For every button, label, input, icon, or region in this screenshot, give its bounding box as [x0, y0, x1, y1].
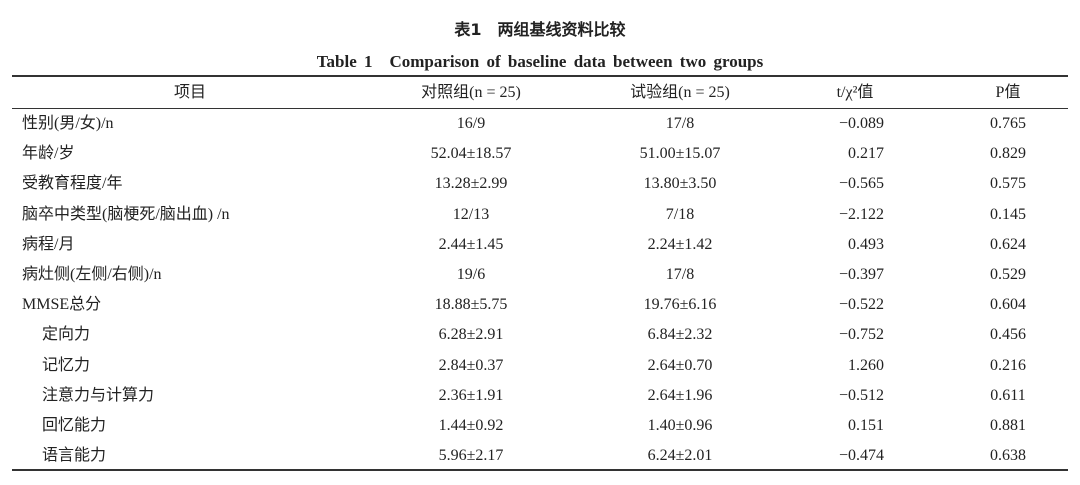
header-cell: P值	[995, 84, 1021, 101]
row-label: MMSE总分	[22, 296, 102, 314]
row-label: 受教育程度/年	[22, 175, 123, 193]
cell: −0.752	[838, 326, 884, 344]
cell: 2.36±1.91	[438, 386, 504, 404]
cell: 19/6	[456, 266, 486, 283]
cell: 6.24±2.01	[647, 447, 713, 465]
header-rule	[12, 108, 1068, 109]
cell: 0.151	[848, 417, 884, 434]
cell: 0.881	[990, 417, 1026, 434]
cell: 12/13	[452, 205, 490, 223]
cell: 2.84±0.37	[438, 356, 504, 374]
cell: 13.28±2.99	[434, 175, 508, 193]
cell: −0.522	[838, 296, 884, 314]
cell: 1.40±0.96	[647, 417, 713, 434]
cell: 2.64±0.70	[647, 356, 713, 374]
row-label: 记忆力	[42, 356, 91, 374]
row-label: 定向力	[42, 326, 91, 344]
cell: 0.638	[990, 447, 1026, 465]
cell: −0.512	[838, 386, 884, 404]
cell: 19.76±6.16	[643, 296, 717, 314]
cell: 18.88±5.75	[434, 296, 508, 314]
header-cell: 对照组(n = 25)	[421, 84, 521, 101]
row-label: 性别(男/女)/n	[22, 115, 114, 132]
top-rule	[12, 75, 1068, 77]
cell: 0.456	[990, 326, 1026, 344]
cell: 17/8	[665, 115, 695, 132]
header-cell: 项目	[173, 84, 206, 101]
row-label: 病程/月	[22, 235, 75, 253]
cell: 17/8	[665, 266, 695, 283]
cell: 0.604	[990, 296, 1026, 314]
cell: −0.474	[838, 447, 884, 465]
cell: 6.84±2.32	[647, 326, 713, 344]
cell: 2.44±1.45	[438, 235, 504, 253]
table-title: 表1 两组基线资料比较	[454, 20, 626, 39]
cell: −2.122	[838, 205, 884, 223]
cell: 6.28±2.91	[438, 326, 504, 344]
cell: 0.493	[848, 235, 884, 253]
cell: −0.089	[838, 115, 884, 132]
cell: 13.80±3.50	[643, 175, 717, 193]
header-cell: t/χ²值	[836, 84, 874, 101]
cell: 5.96±2.17	[438, 447, 504, 465]
row-label: 脑卒中类型(脑梗死/脑出血) /n	[22, 205, 230, 223]
row-label: 回忆能力	[42, 417, 107, 434]
cell: 0.624	[990, 235, 1026, 253]
cell: 0.575	[990, 175, 1026, 193]
cell: 0.765	[990, 115, 1026, 132]
cell: 16/9	[456, 115, 486, 132]
cell: −0.565	[838, 175, 884, 193]
header-cell: 试验组(n = 25)	[630, 84, 730, 101]
cell: 1.260	[848, 356, 884, 374]
cell: 0.611	[990, 386, 1026, 404]
cell: 51.00±15.07	[639, 145, 721, 163]
cell: 0.216	[990, 356, 1026, 374]
cell: 7/18	[665, 205, 695, 223]
cell: 0.529	[990, 266, 1026, 283]
table-subtitle: Table 1 Comparison of baseline data betw…	[316, 52, 764, 71]
row-label: 语言能力	[42, 447, 107, 465]
cell: 52.04±18.57	[430, 145, 512, 163]
cell: 2.24±1.42	[647, 235, 713, 253]
row-label: 注意力与计算力	[42, 386, 155, 404]
cell: 1.44±0.92	[438, 417, 504, 434]
row-label: 年龄/岁	[22, 145, 75, 163]
cell: 0.829	[990, 145, 1026, 163]
bottom-rule	[12, 469, 1068, 471]
row-label: 病灶侧(左侧/右侧)/n	[22, 266, 162, 283]
cell: −0.397	[838, 266, 884, 283]
cell: 0.217	[848, 145, 884, 163]
cell: 0.145	[990, 205, 1026, 223]
cell: 2.64±1.96	[647, 386, 713, 404]
